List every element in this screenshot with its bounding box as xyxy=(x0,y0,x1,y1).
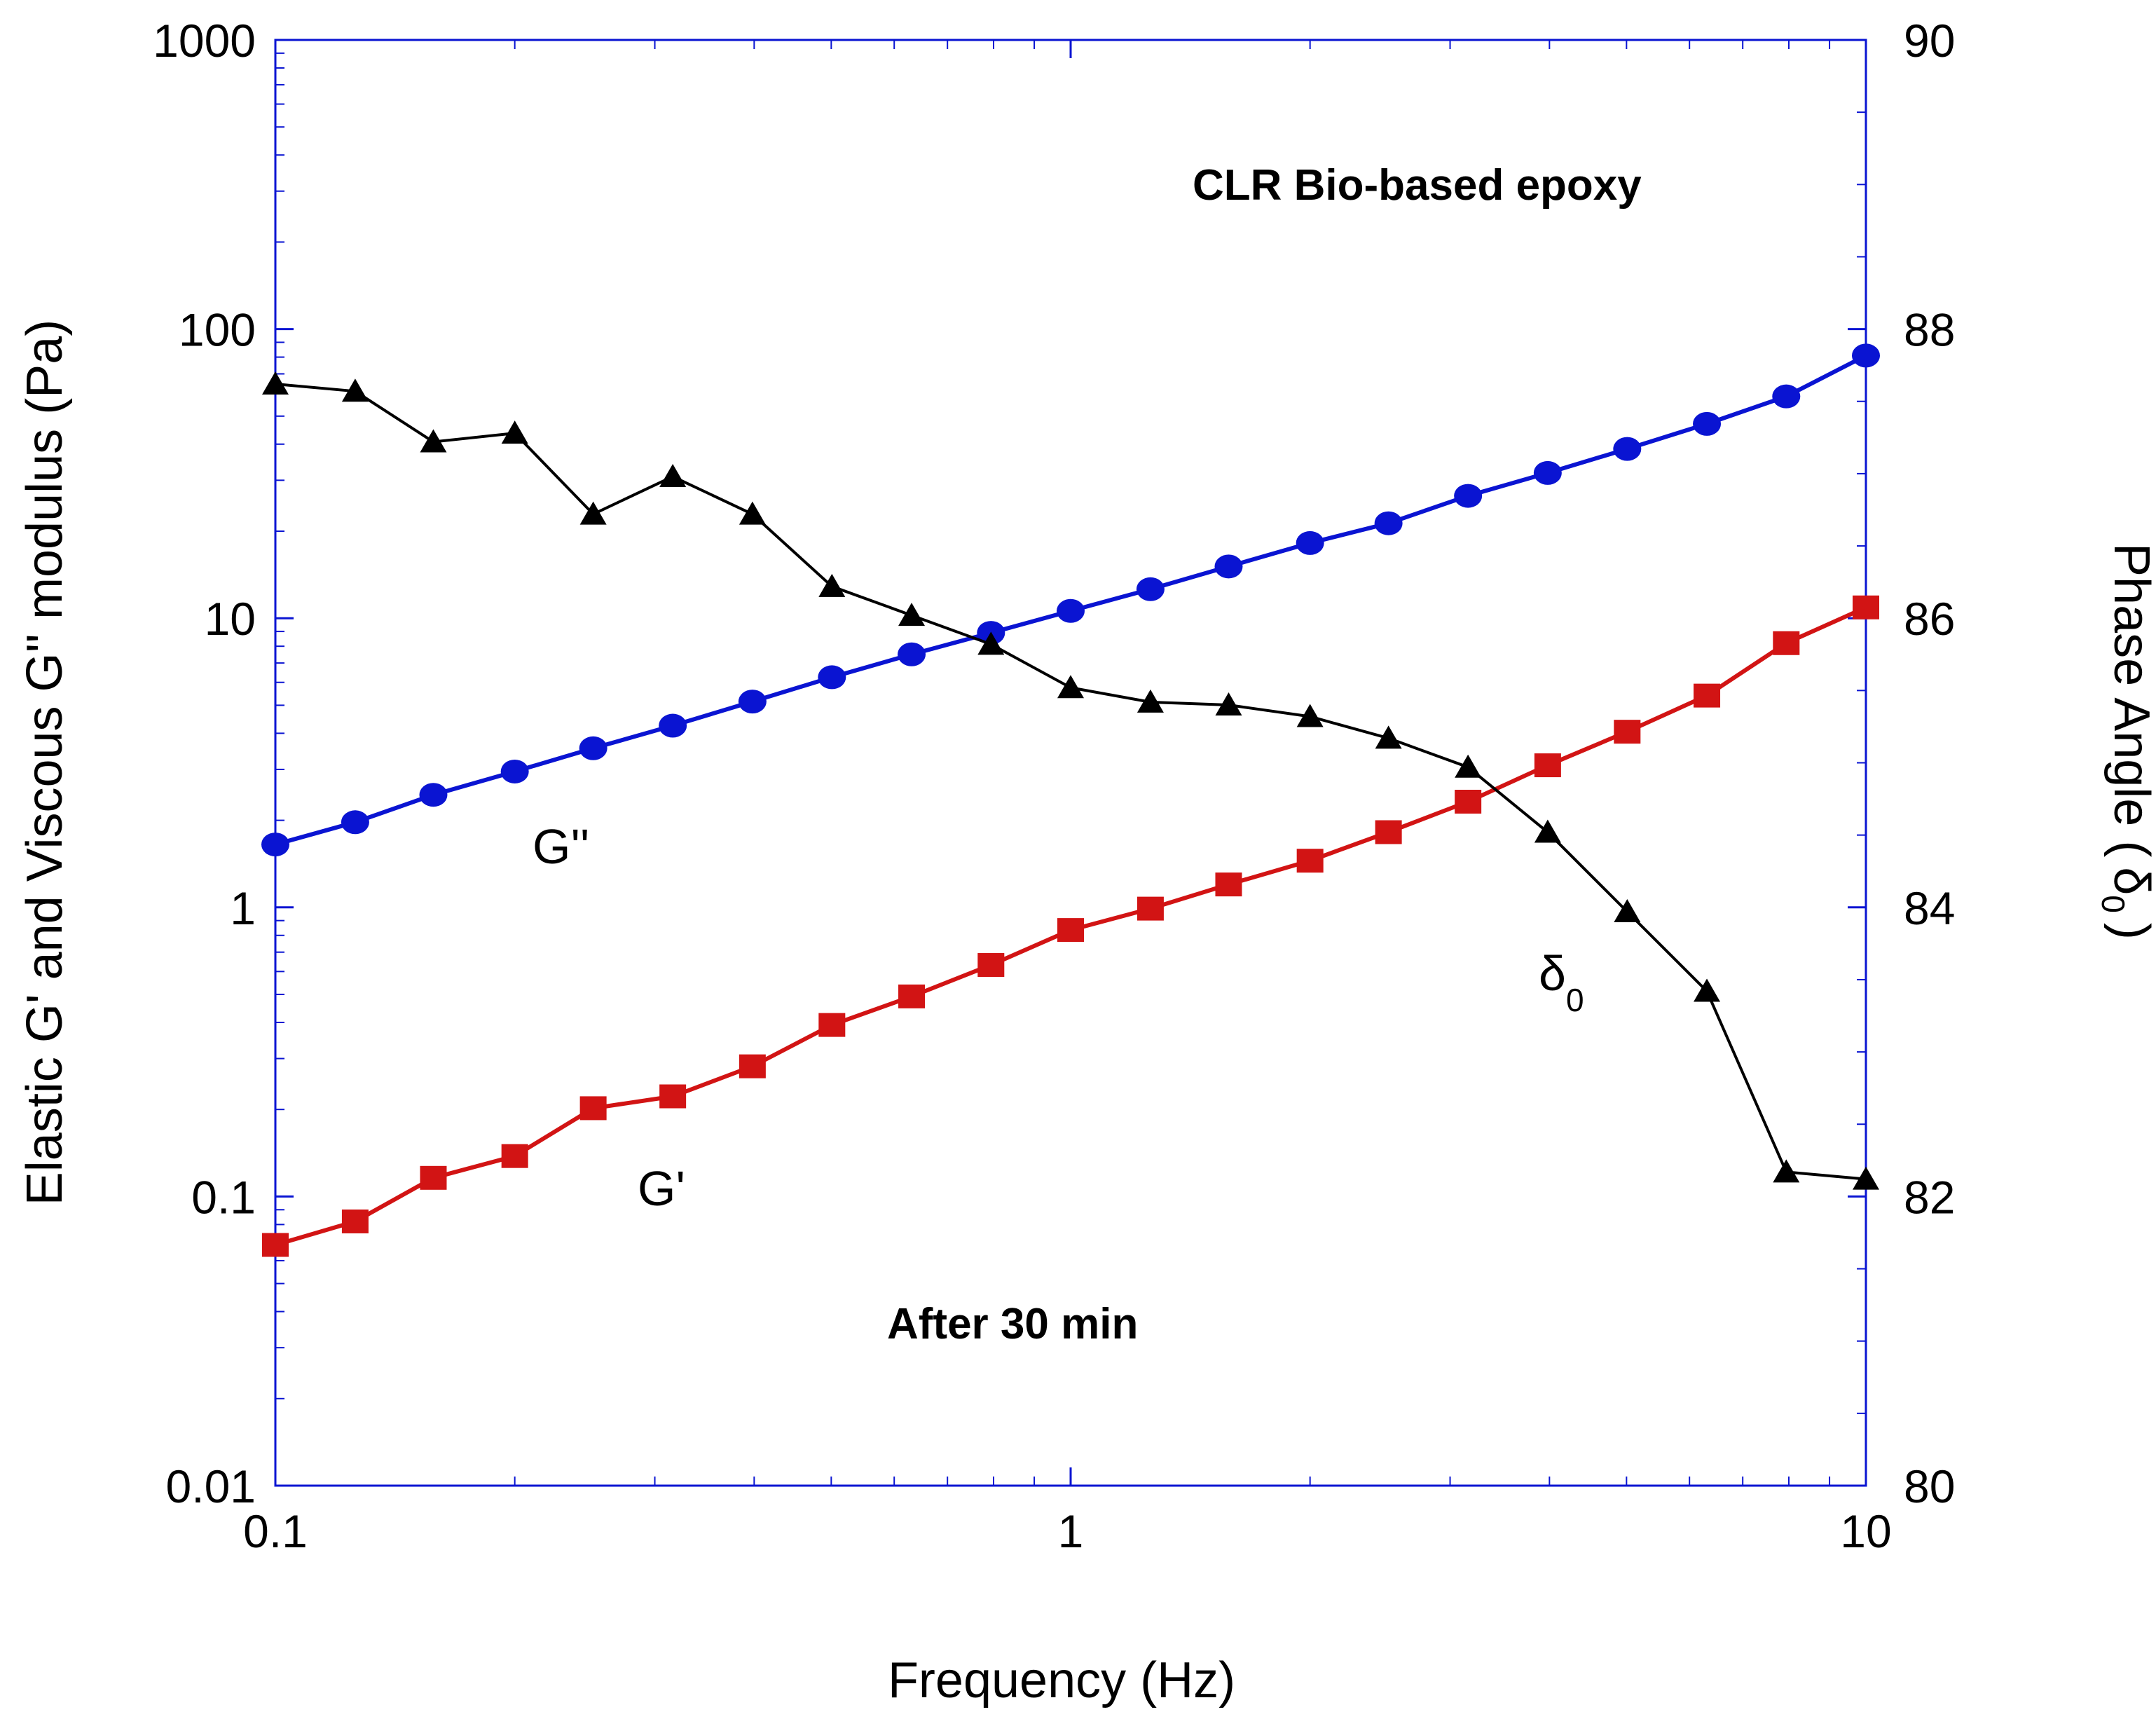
data-point-circle xyxy=(1374,511,1403,535)
data-point-triangle xyxy=(341,378,369,402)
data-point-square xyxy=(1773,631,1800,655)
x-tick-label: 10 xyxy=(1840,1505,1891,1557)
y-left-tick-label: 10 xyxy=(205,593,256,645)
series-label-g-prime: G' xyxy=(638,1161,685,1216)
data-point-triangle xyxy=(977,631,1005,655)
data-point-triangle xyxy=(501,420,528,444)
x-tick-label: 1 xyxy=(1058,1505,1084,1557)
series-label-delta-sub: 0 xyxy=(1566,982,1584,1018)
data-point-circle xyxy=(1693,411,1722,436)
data-point-circle xyxy=(1533,460,1562,485)
data-point-triangle xyxy=(579,501,607,525)
data-point-triangle xyxy=(1614,898,1641,922)
data-point-circle xyxy=(1136,577,1165,601)
y-right-tick-label: 84 xyxy=(1904,882,1955,934)
y-right-axis-title: Phase Angle ( δ0) xyxy=(2095,543,2156,940)
data-point-triangle xyxy=(1853,1166,1879,1190)
y-left-axis-title: Elastic G' and Viscous G'' modulus (Pa) xyxy=(17,320,73,1205)
data-point-circle xyxy=(1296,530,1324,555)
data-point-square xyxy=(977,953,1005,978)
x-tick-label: 0.1 xyxy=(243,1505,308,1557)
data-point-circle xyxy=(659,713,687,738)
data-point-square xyxy=(262,1233,289,1257)
y-left-tick-label: 1 xyxy=(230,882,256,934)
data-point-square xyxy=(1137,896,1164,921)
data-point-triangle xyxy=(898,603,926,626)
y-right-tick-label: 88 xyxy=(1904,304,1955,356)
data-point-square xyxy=(818,1013,846,1037)
data-point-square xyxy=(1694,683,1721,708)
data-point-circle xyxy=(261,833,289,857)
data-point-circle xyxy=(1852,343,1880,368)
data-point-circle xyxy=(579,736,607,760)
data-point-triangle xyxy=(1455,754,1482,778)
data-point-square xyxy=(1296,849,1324,873)
data-point-circle xyxy=(341,810,369,835)
y-right-title-symbol: δ xyxy=(2103,867,2156,895)
data-point-square xyxy=(1057,918,1084,943)
series-label-delta-symbol: δ xyxy=(1539,946,1566,1001)
svg-text:Phase Angle (δ0): Phase Angle ( δ0) xyxy=(2095,543,2156,940)
data-point-circle xyxy=(419,783,448,807)
annotation-time: After 30 min xyxy=(887,1300,1138,1348)
data-point-square xyxy=(1215,872,1242,897)
data-point-triangle xyxy=(1534,819,1561,843)
data-point-square xyxy=(579,1096,607,1121)
data-point-circle xyxy=(500,759,529,783)
data-point-square xyxy=(1534,753,1561,778)
data-point-square xyxy=(659,1084,687,1109)
data-point-square xyxy=(1375,820,1402,844)
series-phase-angle xyxy=(262,371,1879,1190)
data-point-square xyxy=(739,1054,766,1078)
data-point-circle xyxy=(1214,554,1243,579)
data-point-circle xyxy=(898,642,926,666)
data-point-triangle xyxy=(1137,689,1164,713)
x-axis-title: Frequency (Hz) xyxy=(888,1652,1235,1708)
series-label-g-double-prime: G'' xyxy=(533,819,589,874)
y-right-title-end: ) xyxy=(2103,923,2156,940)
data-point-square xyxy=(420,1165,447,1190)
y-right-title-main: Phase Angle ( xyxy=(2103,543,2156,857)
data-point-triangle xyxy=(1215,692,1242,715)
data-point-square xyxy=(1853,595,1879,619)
y-left-tick-label: 0.1 xyxy=(191,1171,256,1223)
y-right-tick-label: 90 xyxy=(1904,15,1955,67)
data-point-circle xyxy=(1772,384,1801,409)
data-point-triangle xyxy=(1296,704,1324,727)
data-point-circle xyxy=(1057,598,1085,623)
data-point-circle xyxy=(1613,437,1642,461)
data-point-triangle xyxy=(818,573,846,597)
data-point-square xyxy=(341,1209,369,1233)
data-point-square xyxy=(1614,720,1641,744)
y-left-tick-label: 1000 xyxy=(153,15,256,67)
data-point-square xyxy=(1455,789,1482,814)
y-right-tick-label: 86 xyxy=(1904,593,1955,645)
data-point-triangle xyxy=(1375,725,1402,749)
data-point-triangle xyxy=(739,501,766,525)
data-point-circle xyxy=(1454,484,1483,508)
data-point-square xyxy=(898,984,926,1008)
data-point-triangle xyxy=(1773,1159,1800,1183)
data-point-triangle xyxy=(1057,675,1084,699)
y-right-tick-label: 82 xyxy=(1904,1171,1955,1223)
data-point-triangle xyxy=(262,371,289,395)
data-point-triangle xyxy=(1694,978,1721,1002)
series-label-delta: δ0 xyxy=(1539,946,1584,1018)
y-left-tick-label: 0.01 xyxy=(166,1460,256,1512)
y-right-tick-label: 80 xyxy=(1904,1460,1955,1512)
series-g-prime xyxy=(262,595,1879,1257)
data-point-triangle xyxy=(659,464,687,488)
data-point-circle xyxy=(738,690,767,714)
y-left-tick-label: 100 xyxy=(179,304,256,356)
y-right-title-sub: 0 xyxy=(2095,895,2131,913)
data-point-circle xyxy=(818,665,846,690)
series-g-double-prime xyxy=(261,343,1880,857)
annotation-material: CLR Bio-based epoxy xyxy=(1193,161,1642,210)
data-point-square xyxy=(501,1144,528,1168)
data-point-triangle xyxy=(420,429,447,453)
